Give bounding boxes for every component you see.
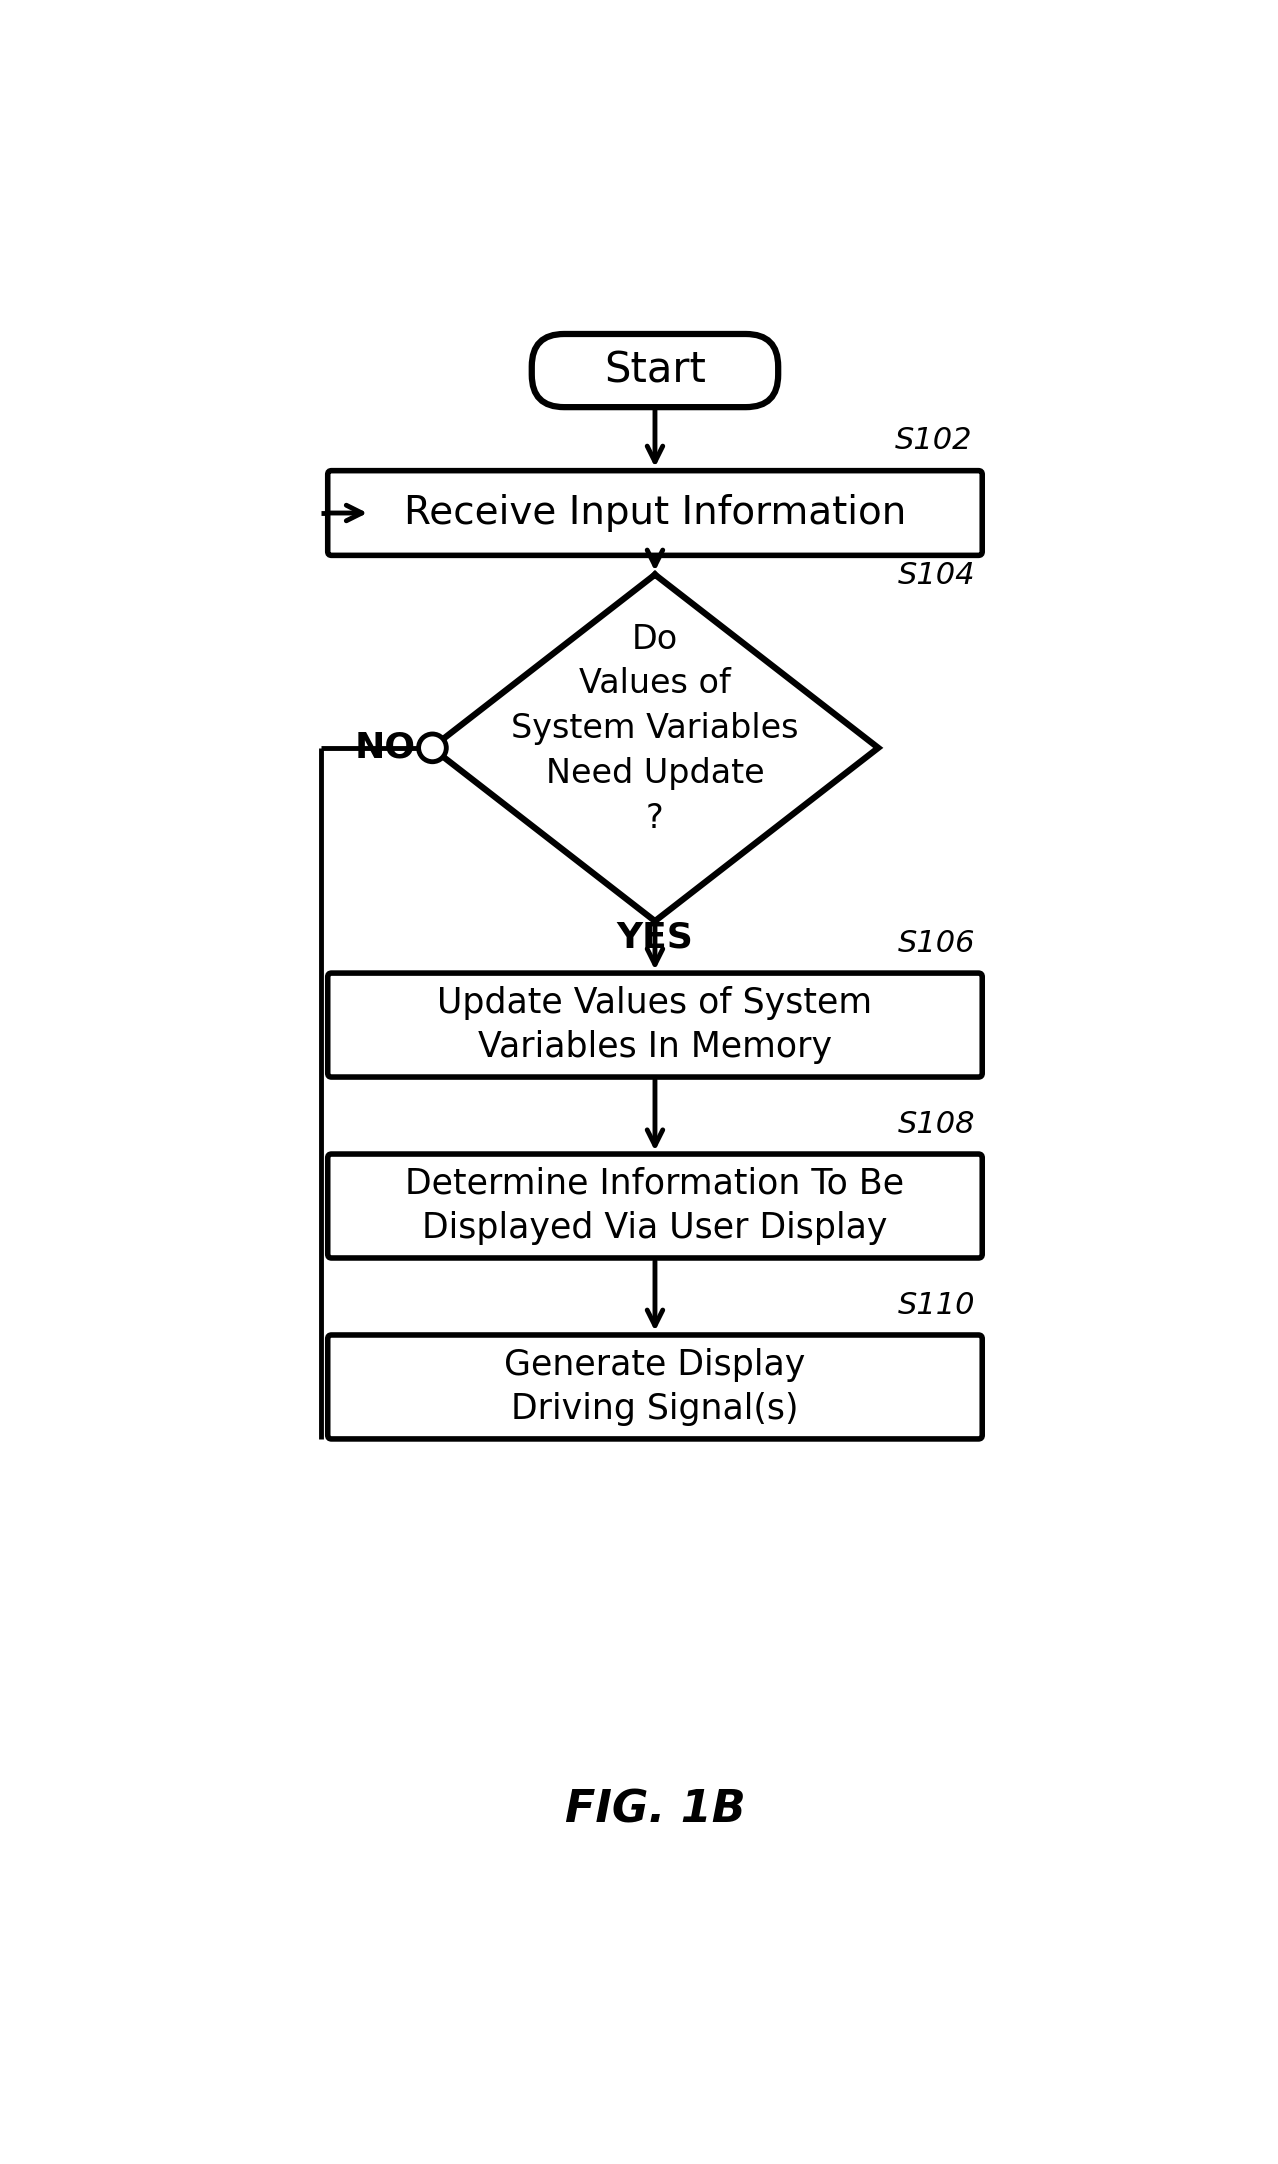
Text: NO: NO: [354, 731, 415, 764]
Circle shape: [419, 734, 446, 762]
FancyBboxPatch shape: [327, 974, 983, 1078]
FancyBboxPatch shape: [327, 1335, 983, 1439]
Text: Generate Display
Driving Signal(s): Generate Display Driving Signal(s): [505, 1348, 805, 1426]
Text: S106: S106: [898, 928, 976, 959]
Text: S108: S108: [898, 1110, 976, 1138]
Text: S104: S104: [898, 560, 976, 591]
Text: S102: S102: [895, 426, 973, 454]
Text: S110: S110: [898, 1292, 976, 1320]
Text: FIG. 1B: FIG. 1B: [565, 1790, 745, 1833]
Text: Start: Start: [604, 351, 705, 392]
Text: YES: YES: [616, 920, 694, 954]
FancyBboxPatch shape: [532, 333, 778, 407]
Text: Update Values of System
Variables In Memory: Update Values of System Variables In Mem…: [437, 985, 873, 1065]
FancyBboxPatch shape: [327, 1153, 983, 1257]
Text: Receive Input Information: Receive Input Information: [404, 493, 906, 532]
FancyBboxPatch shape: [327, 470, 983, 556]
Text: Determine Information To Be
Displayed Via User Display: Determine Information To Be Displayed Vi…: [405, 1166, 905, 1246]
Polygon shape: [432, 576, 878, 922]
Text: Do
Values of
System Variables
Need Update
?: Do Values of System Variables Need Updat…: [511, 623, 799, 835]
